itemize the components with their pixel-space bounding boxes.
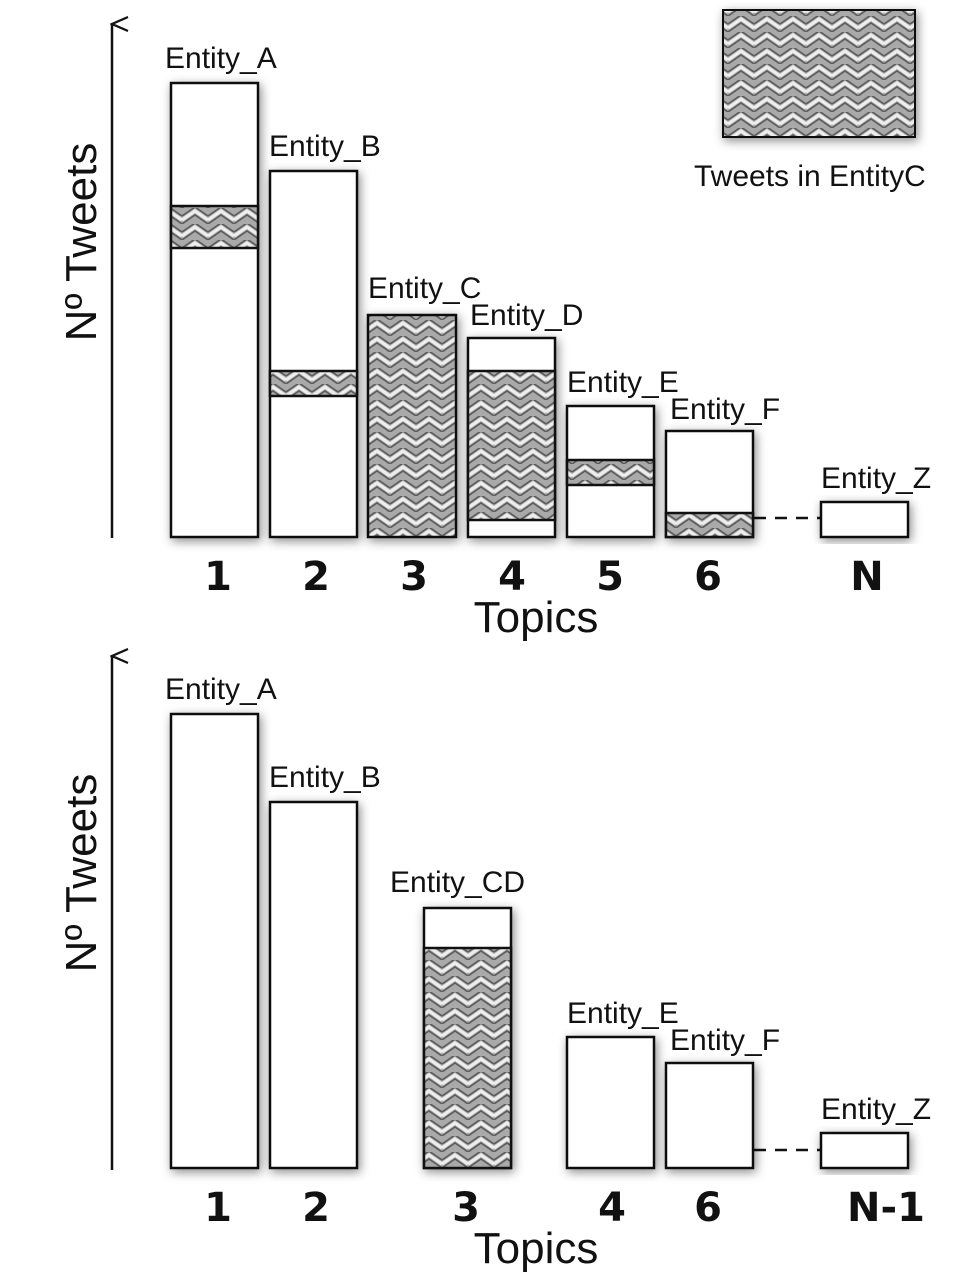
bar-group: Entity_D 4	[466, 299, 583, 600]
x-tick-label: 4	[498, 554, 526, 600]
bar-label: Entity_E	[567, 366, 679, 399]
bar-group: Entity_Z N	[819, 462, 931, 600]
bar-group: Entity_B 2	[268, 761, 381, 1231]
legend: Tweets in EntityC	[694, 9, 926, 193]
bar-label: Entity_Z	[821, 1093, 931, 1126]
x-tick-label: 3	[452, 1185, 480, 1231]
x-tick-label: 4	[598, 1185, 626, 1231]
bar-label: Entity_CD	[390, 866, 525, 899]
bar-segment-entityc	[664, 511, 755, 539]
bar-label: Entity_C	[368, 272, 481, 305]
x-tick-label: 2	[302, 554, 330, 600]
bar	[819, 500, 910, 539]
x-tick-label: 2	[302, 1185, 330, 1231]
bar	[366, 313, 458, 539]
bar-label: Entity_Z	[821, 462, 931, 495]
x-tick-label: 5	[596, 554, 624, 600]
x-axis-title: Topics	[474, 1224, 599, 1273]
bar-segment-entityc	[422, 946, 513, 1170]
bar-label: Entity_F	[670, 1024, 780, 1057]
bar-group: Entity_A 1	[165, 42, 277, 600]
x-tick-label: 3	[400, 554, 428, 600]
bar-group: Entity_F 6	[664, 1024, 780, 1231]
bar-label: Entity_B	[269, 130, 381, 163]
bar-group: Entity_F 6	[664, 393, 780, 600]
bar	[565, 1035, 656, 1170]
panel-2: Nº Tweets Entity_A 1 Entity_B 2 Entity_C…	[57, 656, 931, 1273]
bar-group: Entity_A 1	[165, 673, 277, 1231]
bar	[169, 712, 260, 1170]
bar-label: Entity_E	[567, 997, 679, 1030]
bar-group: Entity_E 4	[565, 997, 679, 1231]
bar	[664, 1061, 755, 1170]
x-tick-label: 6	[694, 554, 722, 600]
legend-swatch	[722, 9, 916, 138]
x-tick-label: N	[850, 554, 883, 600]
legend-label: Tweets in EntityC	[694, 160, 926, 193]
bar	[268, 800, 359, 1170]
bar	[819, 1131, 910, 1170]
x-tick-label: 1	[204, 1185, 232, 1231]
x-tick-label: 1	[204, 554, 232, 600]
bar-label: Entity_A	[165, 673, 277, 706]
bar-segment-entityc	[565, 458, 656, 487]
bar-group: Entity_C 3	[366, 272, 481, 600]
bar-label: Entity_D	[470, 299, 583, 332]
x-tick-label: 6	[694, 1185, 722, 1231]
bar-label: Entity_B	[269, 761, 381, 794]
bar-group: Entity_Z N-1	[819, 1093, 931, 1231]
bar-label: Entity_A	[165, 42, 277, 75]
x-tick-label: N-1	[847, 1185, 925, 1231]
bar-group: Entity_E 5	[565, 366, 679, 600]
panel-1: Nº Tweets Entity_A 1 Entity_B 2 Entity_C…	[57, 24, 931, 642]
bar-segment-entityc	[268, 369, 359, 398]
bar-group: Entity_CD 3	[390, 866, 525, 1231]
bar-label: Entity_F	[670, 393, 780, 426]
bar-segment-entityc	[466, 369, 557, 522]
bar-group: Entity_B 2	[268, 130, 381, 600]
x-axis-title: Topics	[474, 593, 599, 642]
y-axis-title: Nº Tweets	[57, 143, 106, 342]
bar	[268, 169, 359, 539]
bar-segment-entityc	[169, 204, 260, 250]
y-axis-title: Nº Tweets	[57, 774, 106, 973]
bar	[169, 81, 260, 539]
